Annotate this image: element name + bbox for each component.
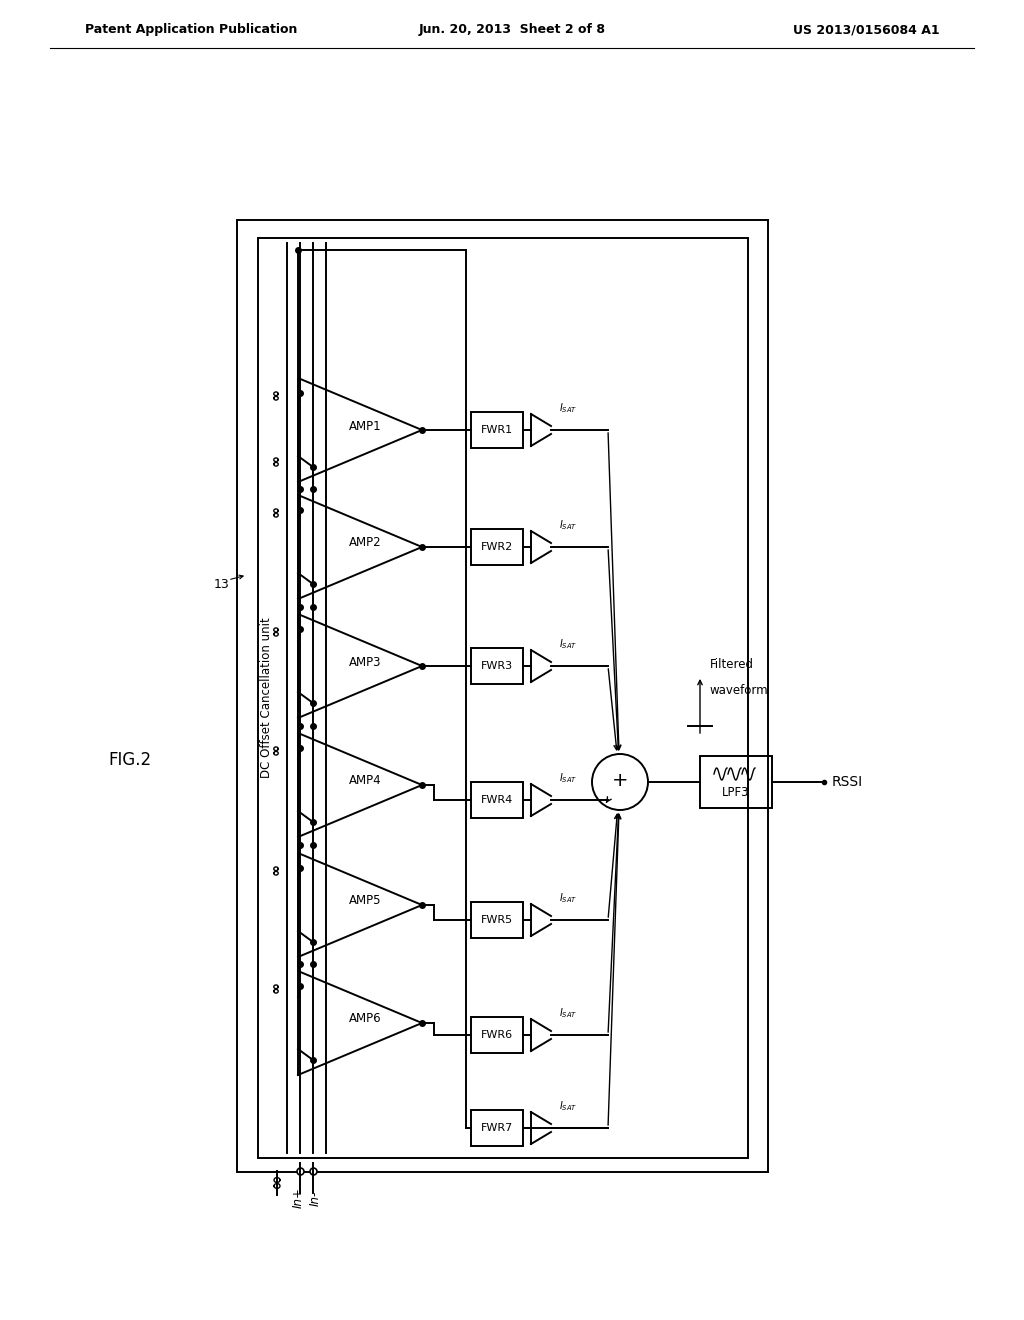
Text: Patent Application Publication: Patent Application Publication <box>85 24 297 37</box>
Text: 13: 13 <box>214 578 229 591</box>
Text: US 2013/0156084 A1: US 2013/0156084 A1 <box>794 24 940 37</box>
Text: $I_{SAT}$: $I_{SAT}$ <box>559 1006 578 1020</box>
Bar <box>471 1110 523 1146</box>
Bar <box>471 412 523 447</box>
Text: LPF3: LPF3 <box>722 785 750 799</box>
Text: AMP1: AMP1 <box>349 420 381 433</box>
Text: AMP2: AMP2 <box>349 536 381 549</box>
Text: In+: In+ <box>292 1188 304 1208</box>
Bar <box>471 902 523 939</box>
Text: AMP3: AMP3 <box>349 656 381 668</box>
Text: $I_{SAT}$: $I_{SAT}$ <box>559 891 578 906</box>
Text: AMP4: AMP4 <box>349 775 381 788</box>
Text: FWR2: FWR2 <box>481 543 513 552</box>
Text: In-: In- <box>308 1191 322 1205</box>
Bar <box>237 220 768 1172</box>
Text: Filtered: Filtered <box>710 657 754 671</box>
Text: FWR1: FWR1 <box>481 425 513 436</box>
Text: +: + <box>611 771 629 791</box>
Text: $I_{SAT}$: $I_{SAT}$ <box>559 771 578 785</box>
Bar <box>471 781 523 818</box>
Text: FIG.2: FIG.2 <box>108 751 152 770</box>
Bar <box>471 648 523 684</box>
Text: FWR5: FWR5 <box>481 915 513 925</box>
Bar <box>700 756 772 808</box>
Text: DC Offset Cancellation unit: DC Offset Cancellation unit <box>260 618 273 779</box>
Bar <box>258 238 748 1158</box>
Bar <box>471 529 523 565</box>
Bar <box>471 1016 523 1053</box>
Text: Jun. 20, 2013  Sheet 2 of 8: Jun. 20, 2013 Sheet 2 of 8 <box>419 24 605 37</box>
Text: FWR3: FWR3 <box>481 661 513 671</box>
Text: FWR6: FWR6 <box>481 1030 513 1040</box>
Text: $I_{SAT}$: $I_{SAT}$ <box>559 638 578 651</box>
Text: AMP6: AMP6 <box>349 1012 381 1026</box>
Text: $I_{SAT}$: $I_{SAT}$ <box>559 401 578 414</box>
Text: FWR7: FWR7 <box>481 1123 513 1133</box>
Text: AMP5: AMP5 <box>349 895 381 908</box>
Text: $I_{SAT}$: $I_{SAT}$ <box>559 1100 578 1113</box>
Text: FWR4: FWR4 <box>481 795 513 805</box>
Text: RSSI: RSSI <box>831 775 863 789</box>
Text: $I_{SAT}$: $I_{SAT}$ <box>559 519 578 532</box>
Text: waveform: waveform <box>710 684 769 697</box>
